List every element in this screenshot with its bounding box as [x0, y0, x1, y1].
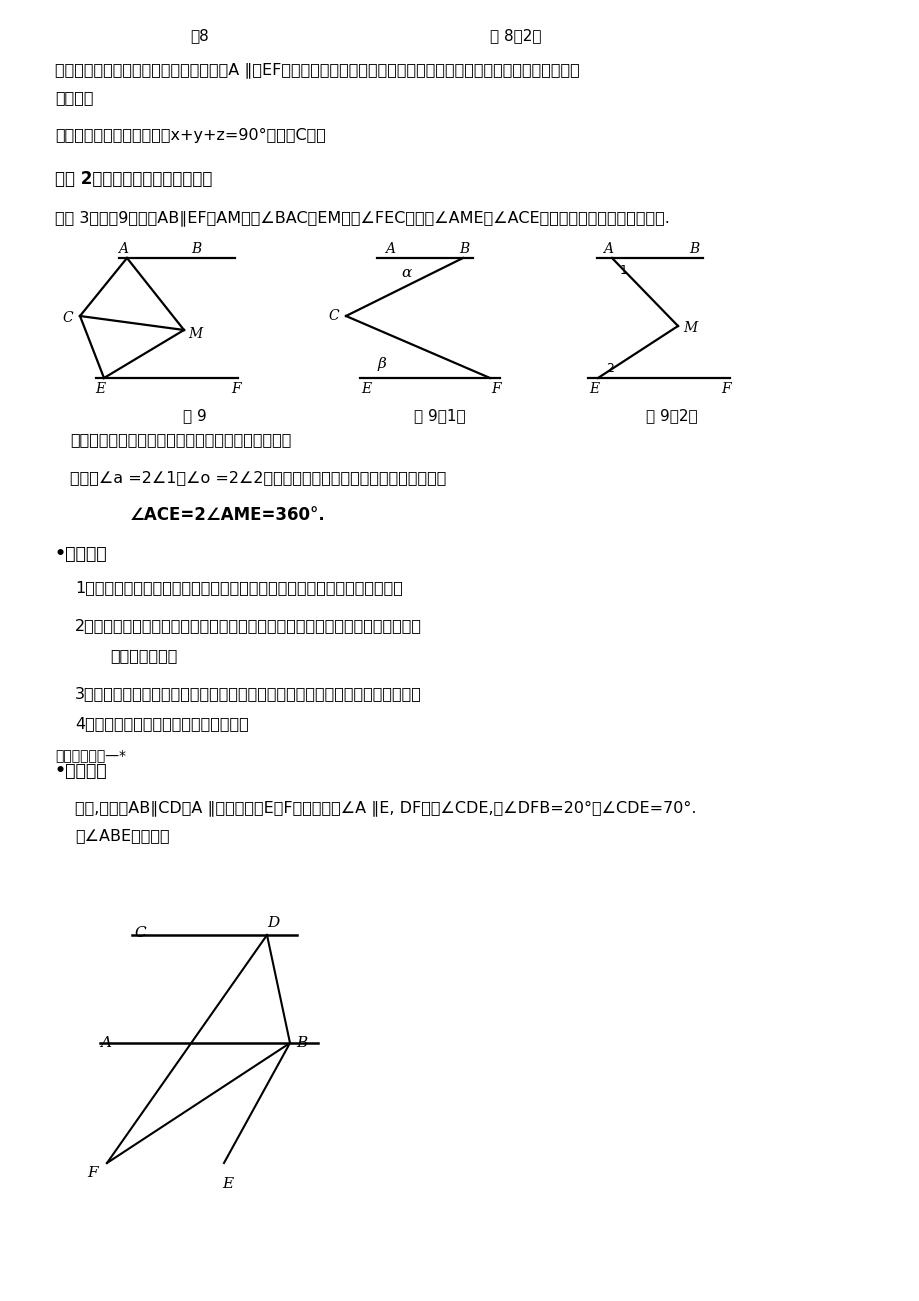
- Text: 解题时，注意将复杂的图形分解成简单的基本模型。: 解题时，注意将复杂的图形分解成简单的基本模型。: [70, 432, 291, 448]
- Text: C: C: [328, 310, 339, 323]
- Text: A: A: [602, 242, 612, 256]
- Text: F: F: [87, 1166, 98, 1180]
- Text: 注意：∠a =2∠1，∠o =2∠2，再运用模型的方法和结论得到角的关系：: 注意：∠a =2∠1，∠o =2∠2，再运用模型的方法和结论得到角的关系：: [70, 470, 446, 485]
- Text: 3．数学在实际生活中有很多应用，数学知识是我们从事科研与生产的必备知识；: 3．数学在实际生活中有很多应用，数学知识是我们从事科研与生产的必备知识；: [75, 686, 422, 701]
- Text: 4．要敢于做难题，逐步提高数学成绩．: 4．要敢于做难题，逐步提高数学成绩．: [75, 716, 248, 731]
- Text: 求∠ABE的度数；: 求∠ABE的度数；: [75, 827, 169, 843]
- Text: α: α: [401, 265, 411, 280]
- Text: 已知,如图，AB∥CD，A ∥的下方两点E、F满足：平分∠A ∥E, DF平分∠CDE,若∠DFB=20°，∠CDE=70°.: 已知,如图，AB∥CD，A ∥的下方两点E、F满足：平分∠A ∥E, DF平分∠…: [75, 800, 696, 816]
- Text: •课堂反馈: •课堂反馈: [55, 762, 108, 781]
- Text: •模型解释: •模型解释: [55, 545, 108, 563]
- Text: β: β: [377, 356, 386, 371]
- Text: D: D: [267, 916, 278, 930]
- Text: M: M: [187, 327, 202, 341]
- Text: 、中、、》〉—*: 、中、、》〉—*: [55, 748, 126, 762]
- Text: 2: 2: [606, 362, 613, 375]
- Text: 【例 3】如图9，已知AB∥EF，AM平分∠BAC，EM平分∠FEC，探索∠AME与∠ACE之间的关系，并证明你的结论.: 【例 3】如图9，已知AB∥EF，AM平分∠BAC，EM平分∠FEC，探索∠AM…: [55, 209, 669, 226]
- Text: 运用模型的结论不难得到：x+y+z=90°，选（C）．: 运用模型的结论不难得到：x+y+z=90°，选（C）．: [55, 127, 325, 143]
- Text: C: C: [62, 311, 74, 325]
- Text: A: A: [118, 242, 128, 256]
- Text: 图 9（1）: 图 9（1）: [414, 409, 465, 423]
- Text: E: E: [95, 382, 105, 396]
- Text: 转化为简单题；: 转化为简单题；: [110, 648, 177, 664]
- Text: 图 9: 图 9: [183, 409, 207, 423]
- Text: 图 9（2）: 图 9（2）: [645, 409, 697, 423]
- Text: F: F: [720, 382, 730, 396]
- Text: 由几何模型的方法和结论，解题时作直线A ∥或EF的平行线．学生用一种方式作辅助线时，引导学生还可用另一种方式作: 由几何模型的方法和结论，解题时作直线A ∥或EF的平行线．学生用一种方式作辅助线…: [55, 62, 579, 78]
- Text: 1．要逐步学会将基础知识，基本习题归类整理，总结成数学模型加以应用；: 1．要逐步学会将基础知识，基本习题归类整理，总结成数学模型加以应用；: [75, 580, 403, 595]
- Text: A: A: [384, 242, 394, 256]
- Text: 图8: 图8: [190, 29, 209, 43]
- Text: B: B: [688, 242, 698, 256]
- Text: B: B: [459, 242, 469, 256]
- Text: E: E: [360, 382, 370, 396]
- Text: M: M: [682, 321, 697, 334]
- Text: A: A: [100, 1036, 111, 1050]
- Text: E: E: [588, 382, 598, 396]
- Text: B: B: [190, 242, 201, 256]
- Text: 2．复杂的难题源于基础题，要逐步学会将复杂的图形分解成基本的图形，把难题: 2．复杂的难题源于基础题，要逐步学会将复杂的图形分解成基本的图形，把难题: [75, 618, 422, 634]
- Text: 辅助线．: 辅助线．: [55, 90, 94, 105]
- Text: 图 8（2）: 图 8（2）: [490, 29, 541, 43]
- Text: B: B: [296, 1036, 307, 1050]
- Text: ∠ACE=2∠AME=360°.: ∠ACE=2∠AME=360°.: [130, 506, 325, 524]
- Text: C: C: [134, 926, 145, 941]
- Text: F: F: [231, 382, 241, 396]
- Text: 1: 1: [619, 264, 628, 277]
- Text: F: F: [491, 382, 500, 396]
- Text: E: E: [222, 1177, 233, 1190]
- Text: 强调 2．几何模型的方法的运用．: 强调 2．几何模型的方法的运用．: [55, 170, 212, 189]
